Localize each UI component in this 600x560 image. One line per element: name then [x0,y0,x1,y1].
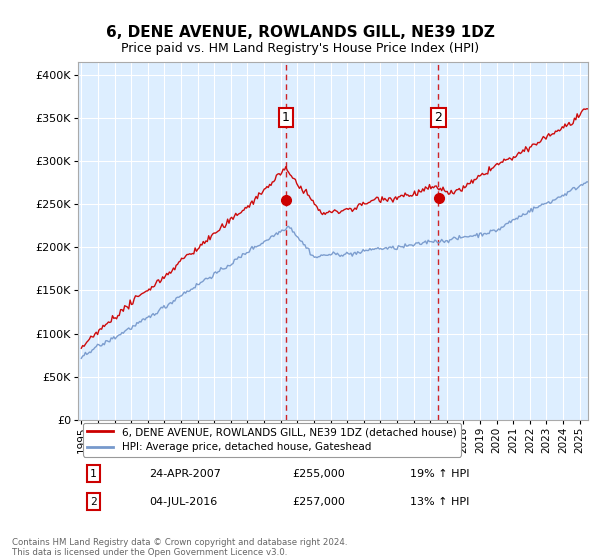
Text: 24-APR-2007: 24-APR-2007 [149,469,221,479]
Text: 6, DENE AVENUE, ROWLANDS GILL, NE39 1DZ: 6, DENE AVENUE, ROWLANDS GILL, NE39 1DZ [106,25,494,40]
Text: 19% ↑ HPI: 19% ↑ HPI [409,469,469,479]
Text: Price paid vs. HM Land Registry's House Price Index (HPI): Price paid vs. HM Land Registry's House … [121,42,479,55]
Text: £255,000: £255,000 [292,469,345,479]
Text: Contains HM Land Registry data © Crown copyright and database right 2024.
This d: Contains HM Land Registry data © Crown c… [12,538,347,557]
Text: 04-JUL-2016: 04-JUL-2016 [149,497,218,507]
Legend: 6, DENE AVENUE, ROWLANDS GILL, NE39 1DZ (detached house), HPI: Average price, de: 6, DENE AVENUE, ROWLANDS GILL, NE39 1DZ … [83,423,461,456]
Text: £257,000: £257,000 [292,497,345,507]
Text: 13% ↑ HPI: 13% ↑ HPI [409,497,469,507]
Text: 2: 2 [434,111,442,124]
Text: 1: 1 [90,469,97,479]
Text: 1: 1 [282,111,290,124]
Text: 2: 2 [90,497,97,507]
